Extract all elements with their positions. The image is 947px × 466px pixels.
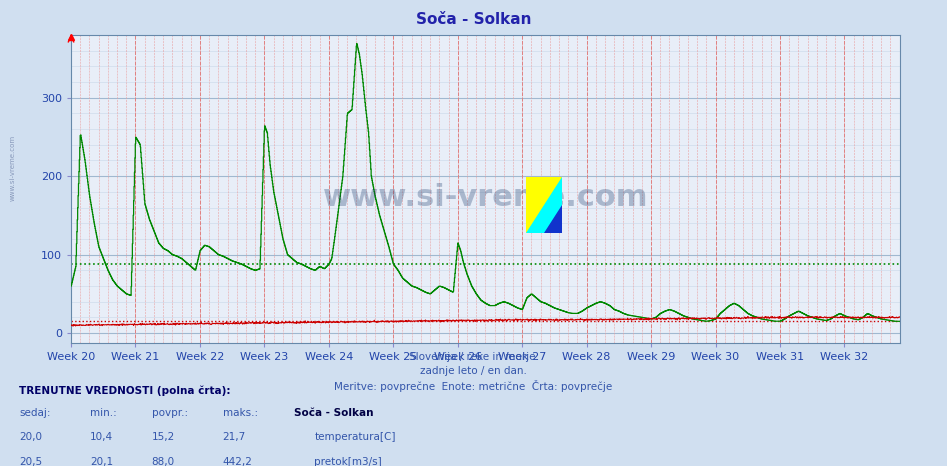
Text: zadnje leto / en dan.: zadnje leto / en dan.: [420, 366, 527, 376]
Text: 21,7: 21,7: [223, 432, 246, 442]
Text: 20,0: 20,0: [19, 432, 42, 442]
Text: 442,2: 442,2: [223, 457, 253, 466]
Text: povpr.:: povpr.:: [152, 408, 188, 418]
Text: Soča - Solkan: Soča - Solkan: [294, 408, 373, 418]
Text: pretok[m3/s]: pretok[m3/s]: [314, 457, 383, 466]
Text: maks.:: maks.:: [223, 408, 258, 418]
Polygon shape: [544, 205, 562, 233]
Text: 20,5: 20,5: [19, 457, 42, 466]
Text: sedaj:: sedaj:: [19, 408, 50, 418]
Text: TRENUTNE VREDNOSTI (polna črta):: TRENUTNE VREDNOSTI (polna črta):: [19, 385, 230, 396]
Polygon shape: [526, 177, 562, 233]
Text: temperatura[C]: temperatura[C]: [314, 432, 396, 442]
Text: www.si-vreme.com: www.si-vreme.com: [9, 135, 15, 201]
Text: Soča - Solkan: Soča - Solkan: [416, 12, 531, 27]
Polygon shape: [526, 177, 562, 233]
Text: www.si-vreme.com: www.si-vreme.com: [323, 184, 648, 212]
Text: 10,4: 10,4: [90, 432, 113, 442]
Text: Slovenija / reke in morje.: Slovenija / reke in morje.: [408, 352, 539, 362]
Text: min.:: min.:: [90, 408, 116, 418]
Text: 88,0: 88,0: [152, 457, 174, 466]
Text: Meritve: povprečne  Enote: metrične  Črta: povprečje: Meritve: povprečne Enote: metrične Črta:…: [334, 380, 613, 392]
Text: 15,2: 15,2: [152, 432, 175, 442]
Text: 20,1: 20,1: [90, 457, 113, 466]
